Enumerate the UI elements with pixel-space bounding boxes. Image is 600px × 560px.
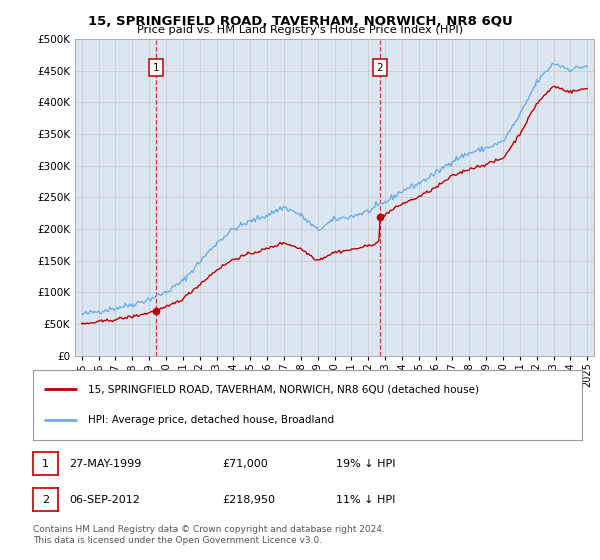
Text: 11% ↓ HPI: 11% ↓ HPI <box>336 494 395 505</box>
Text: Price paid vs. HM Land Registry's House Price Index (HPI): Price paid vs. HM Land Registry's House … <box>137 25 463 35</box>
Text: 1: 1 <box>152 63 159 73</box>
Text: 06-SEP-2012: 06-SEP-2012 <box>69 494 140 505</box>
Text: 1: 1 <box>42 459 49 469</box>
Text: 15, SPRINGFIELD ROAD, TAVERHAM, NORWICH, NR8 6QU: 15, SPRINGFIELD ROAD, TAVERHAM, NORWICH,… <box>88 15 512 27</box>
Text: 15, SPRINGFIELD ROAD, TAVERHAM, NORWICH, NR8 6QU (detached house): 15, SPRINGFIELD ROAD, TAVERHAM, NORWICH,… <box>88 384 479 394</box>
Text: £218,950: £218,950 <box>222 494 275 505</box>
Text: 2: 2 <box>376 63 383 73</box>
Text: 19% ↓ HPI: 19% ↓ HPI <box>336 459 395 469</box>
Text: 2: 2 <box>42 494 49 505</box>
Text: 27-MAY-1999: 27-MAY-1999 <box>69 459 142 469</box>
Text: HPI: Average price, detached house, Broadland: HPI: Average price, detached house, Broa… <box>88 415 334 425</box>
Text: Contains HM Land Registry data © Crown copyright and database right 2024.
This d: Contains HM Land Registry data © Crown c… <box>33 525 385 545</box>
Text: £71,000: £71,000 <box>222 459 268 469</box>
